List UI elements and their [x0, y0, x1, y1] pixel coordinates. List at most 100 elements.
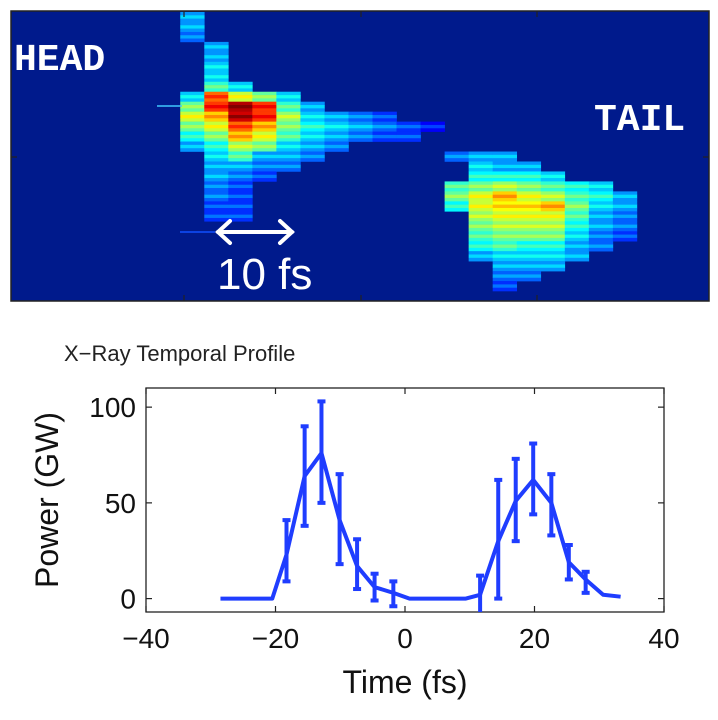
- heatmap-cell: [204, 134, 229, 139]
- heatmap-cell: [444, 184, 469, 189]
- heatmap-cell: [588, 184, 614, 189]
- heatmap-cell: [492, 178, 518, 182]
- heatmap-cell: [252, 101, 277, 106]
- heatmap-cell: [300, 121, 325, 126]
- heatmap-cell: [492, 241, 518, 245]
- heatmap-cell: [228, 111, 253, 116]
- heatmap-cell: [444, 207, 469, 212]
- heatmap-cell: [420, 128, 445, 132]
- heatmap-cell: [252, 105, 277, 109]
- heatmap-cell: [564, 234, 590, 239]
- heatmap-cell: [492, 158, 518, 162]
- heatmap-cell: [252, 148, 277, 152]
- heatmap-cell: [204, 51, 229, 56]
- heatmap-cell: [564, 201, 590, 205]
- heatmap-cell: [612, 234, 638, 239]
- heatmap-cell: [180, 31, 205, 36]
- heatmap-cell: [204, 61, 229, 66]
- heatmap-cell: [540, 188, 566, 192]
- heatmap-cell: [204, 68, 229, 73]
- heatmap-cell: [372, 121, 397, 126]
- heatmap-cell: [324, 138, 349, 142]
- heatmap-cell: [468, 178, 493, 182]
- heatmap-cell: [204, 144, 229, 149]
- heatmap-cell: [492, 254, 518, 259]
- heatmap-cell: [516, 198, 542, 202]
- heatmap-cell: [588, 214, 614, 219]
- heatmap-cell: [228, 134, 253, 139]
- heatmap-cell: [300, 108, 325, 112]
- heatmap-cell: [492, 198, 518, 202]
- heatmap-cell: [468, 171, 493, 176]
- heatmap-cell: [492, 184, 518, 189]
- heatmap-cell: [516, 194, 542, 199]
- heatmap-cell: [300, 148, 325, 152]
- heatmap-cell: [492, 277, 518, 282]
- heatmap-cell: [468, 214, 493, 219]
- heatmap-cell: [468, 207, 493, 212]
- heatmap-cell: [204, 71, 229, 76]
- heatmap-cell: [612, 211, 638, 215]
- heatmap-cell: [396, 134, 421, 139]
- y-tick-label: 50: [105, 488, 136, 519]
- error-bar: [476, 573, 485, 612]
- heatmap-cell: [468, 234, 493, 239]
- heatmap-cell: [564, 241, 590, 245]
- heatmap-cell: [492, 161, 518, 166]
- heatmap-cell: [228, 201, 253, 205]
- heatmap-cell: [492, 174, 518, 179]
- error-bar: [370, 571, 379, 603]
- heatmap-cell: [252, 95, 277, 99]
- heatmap-cell: [492, 244, 518, 249]
- heatmap-cell: [348, 121, 373, 126]
- heatmap-cell: [372, 138, 397, 142]
- heatmap-cell: [252, 154, 277, 159]
- heatmap-cell: [444, 204, 469, 209]
- heatmap-cell: [516, 264, 542, 269]
- heatmap-cell: [348, 128, 373, 132]
- heatmap-cell: [516, 261, 542, 265]
- heatmap-cell: [540, 261, 566, 265]
- heatmap-cell: [252, 161, 277, 166]
- heatmap-cell: [612, 191, 638, 196]
- heatmap-cell: [372, 124, 397, 129]
- heatmap-cell: [516, 224, 542, 229]
- heatmap-cells: [180, 12, 638, 292]
- heatmap-cell: [228, 171, 253, 176]
- heatmap-cell: [252, 151, 277, 156]
- heatmap-cell: [492, 151, 518, 156]
- heatmap-cell: [276, 161, 301, 166]
- heatmap-cell: [204, 121, 229, 126]
- heatmap-cell: [540, 264, 566, 269]
- heatmap-cell: [516, 171, 542, 176]
- heatmap-cell: [468, 194, 493, 199]
- heatmap-cell: [276, 144, 301, 149]
- heatmap-cell: [444, 154, 469, 159]
- heatmap-cell: [228, 211, 253, 215]
- heatmap-cell: [204, 91, 229, 96]
- heatmap-cell: [204, 114, 229, 119]
- heatmap-cell: [228, 95, 253, 99]
- heatmap-cell: [516, 231, 542, 235]
- heatmap-cell: [300, 134, 325, 139]
- heatmap-cell: [324, 124, 349, 129]
- heatmap-cell: [276, 108, 301, 112]
- heatmap-cell: [540, 224, 566, 229]
- heatmap-cell: [564, 231, 590, 235]
- heatmap-cell: [468, 191, 493, 196]
- heatmap-cell: [468, 247, 493, 252]
- heatmap-cell: [228, 148, 253, 152]
- heatmap-cell: [588, 224, 614, 229]
- error-bar: [353, 537, 362, 592]
- heatmap-cell: [468, 224, 493, 229]
- heatmap-cell: [564, 184, 590, 189]
- heatmap-cell: [204, 188, 229, 192]
- heatmap-cell: [540, 198, 566, 202]
- heatmap-cell: [252, 91, 277, 96]
- heatmap-cell: [228, 138, 253, 142]
- heatmap-cell: [516, 211, 542, 215]
- heatmap-cell: [180, 15, 205, 19]
- heatmap-cell: [588, 227, 614, 232]
- heatmap-cell: [204, 45, 229, 49]
- heatmap-cell: [180, 121, 205, 126]
